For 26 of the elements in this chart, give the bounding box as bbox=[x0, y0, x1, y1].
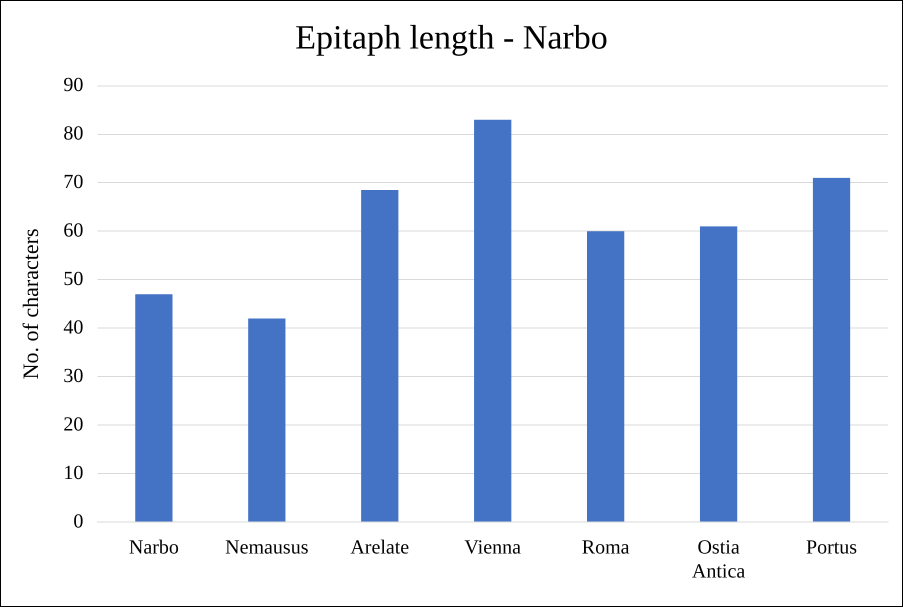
x-tick-label: Arelate bbox=[350, 536, 410, 558]
y-tick-label: 40 bbox=[63, 316, 84, 338]
y-tick-label: 10 bbox=[63, 462, 84, 484]
bar bbox=[812, 178, 850, 522]
x-tick-label: Narbo bbox=[128, 536, 179, 558]
y-tick-label: 60 bbox=[63, 219, 84, 242]
y-tick-label: 30 bbox=[63, 364, 84, 387]
x-tick-label: Ostia Antica bbox=[692, 536, 746, 582]
bar bbox=[587, 231, 624, 522]
x-tick-label: Portus bbox=[806, 536, 858, 558]
x-tick-label: Nemausus bbox=[225, 536, 309, 558]
y-tick-label: 50 bbox=[63, 268, 84, 290]
bar bbox=[474, 120, 512, 522]
y-tick-label: 90 bbox=[63, 74, 84, 96]
bar bbox=[361, 190, 398, 522]
y-tick-label: 80 bbox=[63, 122, 84, 145]
chart-title: Epitaph length - Narbo bbox=[295, 19, 608, 56]
bar bbox=[135, 294, 173, 522]
y-tick-label: 0 bbox=[73, 510, 84, 532]
bar bbox=[248, 318, 286, 522]
y-tick-label: 20 bbox=[63, 413, 84, 436]
x-tick-label: Roma bbox=[582, 536, 630, 558]
y-tick-label: 70 bbox=[63, 170, 84, 193]
x-tick-label: Vienna bbox=[464, 536, 522, 558]
bar bbox=[700, 226, 738, 522]
y-axis-title: No. of characters bbox=[18, 228, 43, 380]
